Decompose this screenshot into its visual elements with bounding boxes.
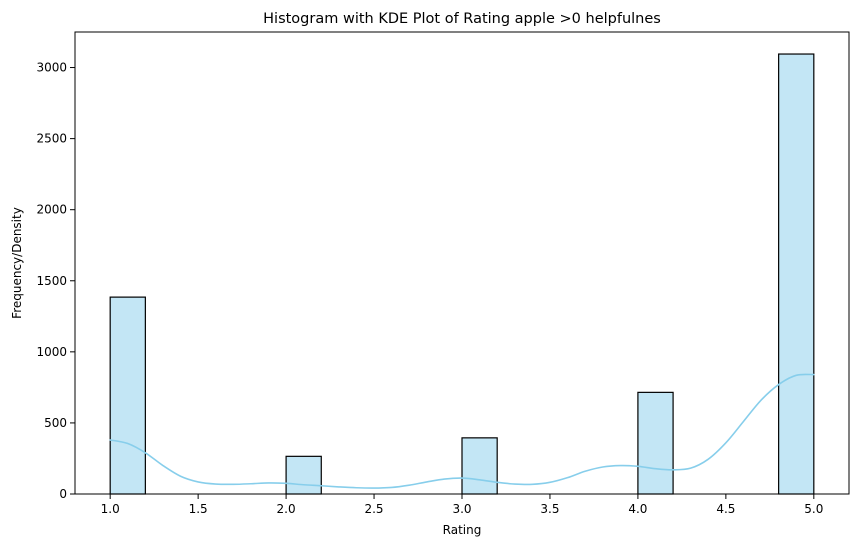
kde-curve — [109, 373, 815, 489]
x-tick-label: 5.0 — [804, 502, 823, 516]
histogram-bar — [461, 437, 498, 495]
histogram-bars — [109, 53, 815, 495]
y-tick-label: 2000 — [36, 203, 67, 217]
x-tick-label: 3.0 — [452, 502, 471, 516]
y-tick-label: 1500 — [36, 274, 67, 288]
x-tick-label: 4.0 — [628, 502, 647, 516]
x-tick-label: 4.5 — [716, 502, 735, 516]
x-tick-label: 1.0 — [101, 502, 120, 516]
y-tick-label: 3000 — [36, 61, 67, 75]
histogram-bar — [778, 53, 815, 495]
x-axis-label: Rating — [443, 523, 482, 537]
chart-title: Histogram with KDE Plot of Rating apple … — [263, 11, 661, 27]
x-tick-label: 1.5 — [189, 502, 208, 516]
histogram-bar — [109, 296, 146, 495]
histogram-bar — [285, 455, 322, 495]
y-tick-label: 1000 — [36, 345, 67, 359]
histogram-bar — [637, 391, 674, 495]
x-tick-label: 2.0 — [277, 502, 296, 516]
x-axis-ticks: 1.0 1.5 2.0 2.5 3.0 3.5 4.0 4.5 5.0 — [101, 494, 823, 516]
y-tick-label: 0 — [59, 487, 67, 501]
x-tick-label: 2.5 — [364, 502, 383, 516]
y-tick-label: 500 — [44, 416, 67, 430]
y-axis-label: Frequency/Density — [10, 207, 24, 319]
y-tick-label: 2500 — [36, 132, 67, 146]
y-axis-ticks: 0 500 1000 1500 2000 2500 3000 — [36, 61, 75, 501]
x-tick-label: 3.5 — [540, 502, 559, 516]
